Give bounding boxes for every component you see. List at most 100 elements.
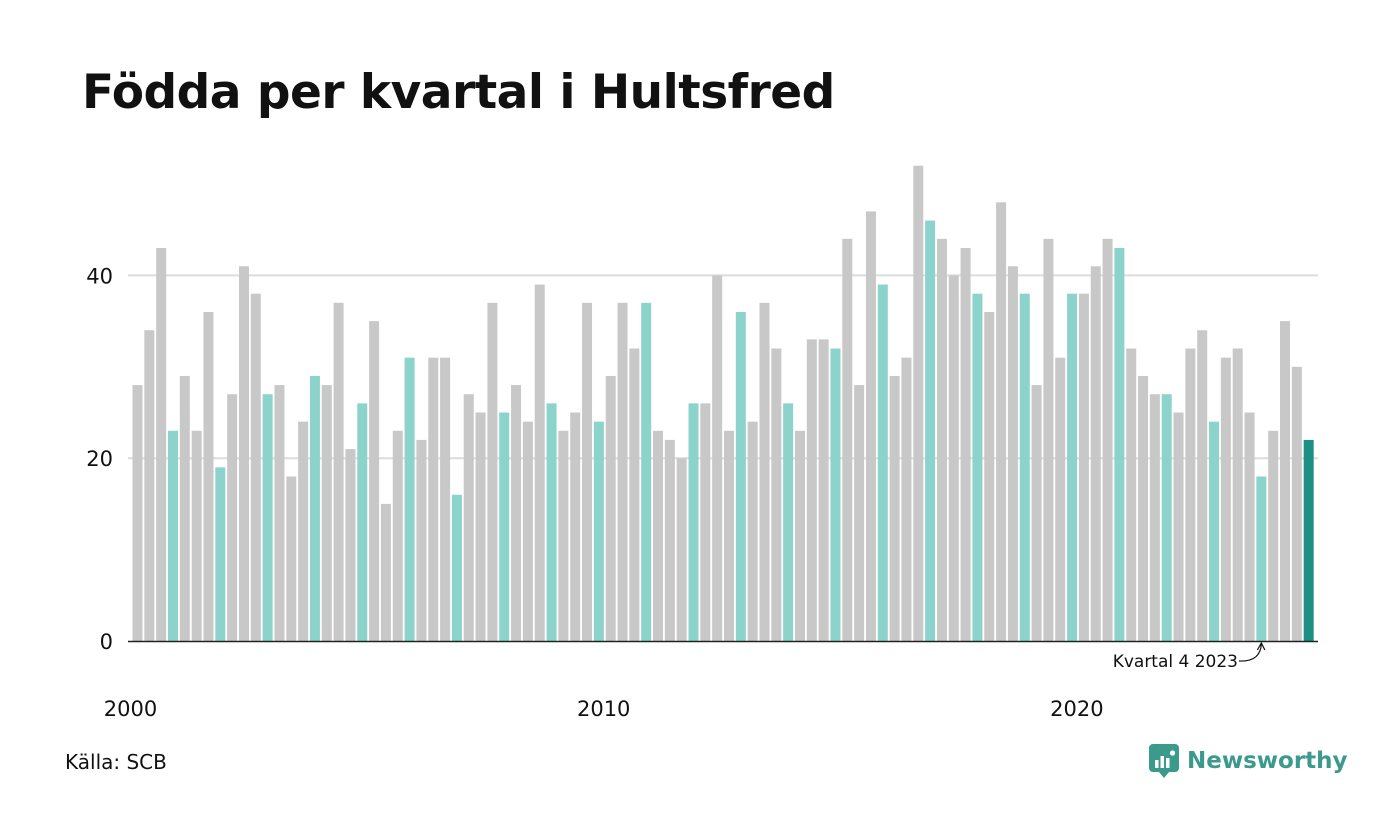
bar xyxy=(996,202,1007,641)
x-axis: 2000 2010 2020 xyxy=(104,640,1318,721)
bar xyxy=(889,375,900,641)
bar xyxy=(913,165,924,641)
bar xyxy=(759,302,770,641)
bar xyxy=(1138,375,1149,641)
bar xyxy=(1220,357,1231,641)
bar xyxy=(463,394,474,641)
bar xyxy=(1102,238,1113,641)
bar xyxy=(191,430,202,641)
brand-logo: Newsworthy xyxy=(1148,743,1348,779)
bar xyxy=(771,348,782,641)
bar-q4 xyxy=(783,403,794,641)
y-tick-label: 20 xyxy=(86,447,113,471)
bar xyxy=(392,430,403,641)
x-tick-label: 2010 xyxy=(577,697,630,721)
bar xyxy=(1244,412,1255,641)
bar xyxy=(1291,366,1302,641)
bar xyxy=(250,293,261,641)
x-tick-label: 2020 xyxy=(1050,697,1103,721)
bar xyxy=(345,449,356,641)
bar-q4 xyxy=(735,311,746,641)
bar xyxy=(238,266,249,641)
bar xyxy=(984,311,995,641)
bar-q4 xyxy=(499,412,510,641)
chart-title: Födda per kvartal i Hultsfred xyxy=(82,65,835,120)
bar xyxy=(617,302,628,641)
bar xyxy=(227,394,238,641)
bar-q4 xyxy=(972,293,983,641)
bar-q4 xyxy=(1114,247,1125,642)
bar xyxy=(298,421,309,641)
bar xyxy=(724,430,734,641)
bar-q4 xyxy=(215,467,226,641)
bar xyxy=(1173,412,1184,641)
bar xyxy=(333,302,344,641)
bar xyxy=(865,211,876,642)
bar-q4 xyxy=(830,348,841,641)
bar xyxy=(854,385,865,641)
bar xyxy=(1185,348,1196,641)
bar xyxy=(1197,330,1208,641)
bar xyxy=(794,430,805,641)
bar-q4 xyxy=(404,357,415,641)
bar xyxy=(700,403,711,641)
bar xyxy=(132,385,143,641)
bar-q4 xyxy=(451,494,462,641)
bar xyxy=(475,412,486,641)
bar xyxy=(605,375,616,641)
bar-q4 xyxy=(1067,293,1078,641)
bar xyxy=(369,321,380,641)
bar-q4 xyxy=(262,394,273,641)
bar xyxy=(948,275,959,641)
chart-bubble-icon xyxy=(1149,744,1179,778)
bar xyxy=(806,339,817,641)
bar xyxy=(416,439,427,641)
bar xyxy=(664,439,675,641)
bar xyxy=(1007,266,1018,641)
bar-q4 xyxy=(546,403,557,641)
bar-q4 xyxy=(357,403,368,641)
annotation-arrow xyxy=(1238,643,1262,662)
bar xyxy=(842,238,853,641)
bar xyxy=(440,357,451,641)
bar xyxy=(1149,394,1160,641)
bar xyxy=(960,247,971,642)
bar-q4 xyxy=(641,302,652,641)
bar-q4 xyxy=(1209,421,1220,641)
bar xyxy=(712,275,723,641)
bar xyxy=(1055,357,1066,641)
bar xyxy=(534,284,545,641)
y-tick-label: 40 xyxy=(86,264,113,288)
bar xyxy=(274,385,285,641)
bar xyxy=(428,357,439,641)
bar xyxy=(380,503,391,641)
bar xyxy=(1078,293,1089,641)
bar xyxy=(286,476,297,641)
bar xyxy=(629,348,640,641)
bar-q4 xyxy=(167,430,178,641)
bar xyxy=(522,421,533,641)
bar xyxy=(558,430,569,641)
bar-q4 xyxy=(1256,476,1267,641)
bar xyxy=(1090,266,1101,641)
bar-q4 xyxy=(877,284,888,641)
bar xyxy=(179,375,190,641)
annotation: Kvartal 4 2023 xyxy=(1113,641,1266,672)
bar xyxy=(582,302,593,641)
bar xyxy=(570,412,581,641)
bar-q4 xyxy=(1019,293,1030,641)
bar-latest xyxy=(1303,439,1314,641)
y-axis: 0 20 40 xyxy=(86,264,113,654)
bar xyxy=(1043,238,1054,641)
annotation-arrowhead xyxy=(1256,641,1266,651)
bars xyxy=(132,165,1314,642)
x-tick-label: 2000 xyxy=(104,697,157,721)
bar xyxy=(321,385,332,641)
bar xyxy=(818,339,829,641)
bar xyxy=(156,247,167,642)
bar xyxy=(1232,348,1243,641)
annotation-label: Kvartal 4 2023 xyxy=(1113,652,1238,672)
bar-q4 xyxy=(1161,394,1172,641)
bar-q4 xyxy=(593,421,604,641)
